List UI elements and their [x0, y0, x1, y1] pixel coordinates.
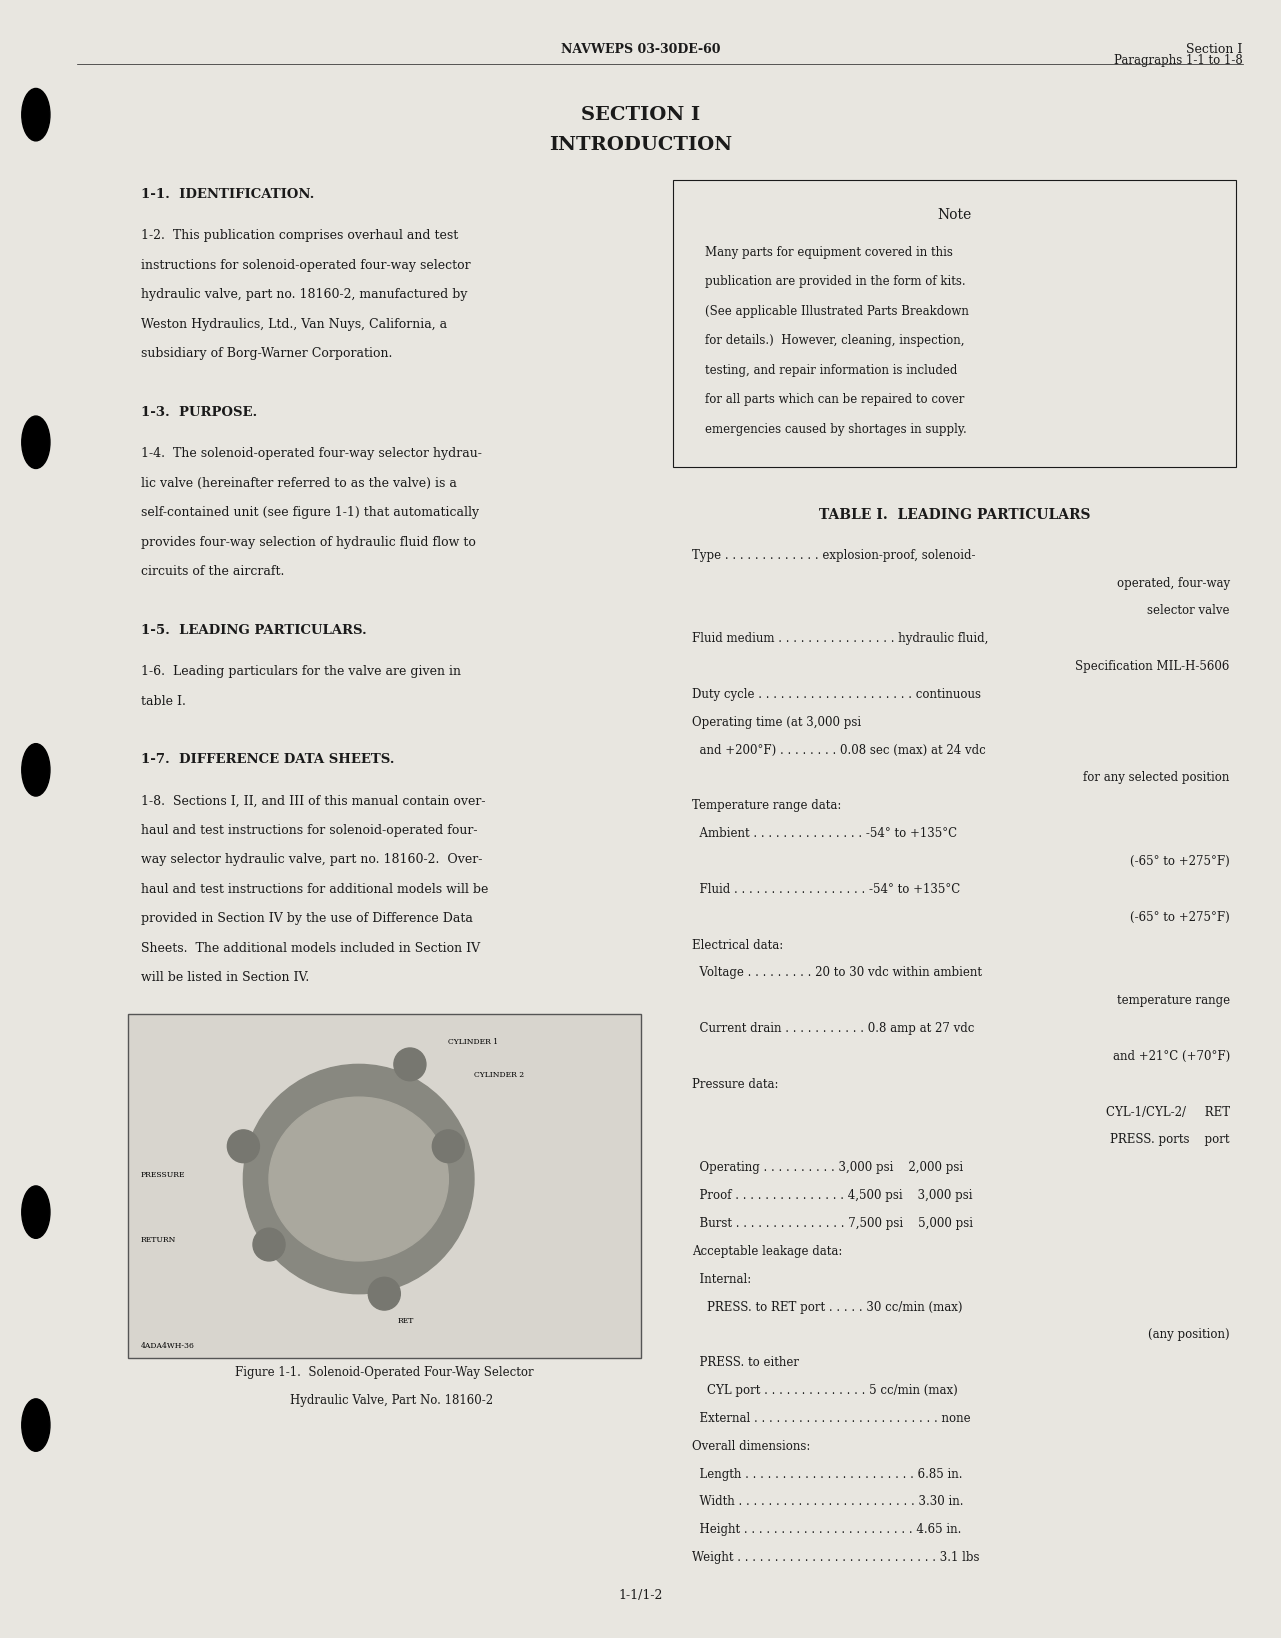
Ellipse shape — [22, 1399, 50, 1451]
Text: Weston Hydraulics, Ltd., Van Nuys, California, a: Weston Hydraulics, Ltd., Van Nuys, Calif… — [141, 318, 447, 331]
Text: CYL port . . . . . . . . . . . . . . 5 cc/min (max): CYL port . . . . . . . . . . . . . . 5 c… — [692, 1384, 957, 1397]
Text: Length . . . . . . . . . . . . . . . . . . . . . . . 6.85 in.: Length . . . . . . . . . . . . . . . . .… — [692, 1468, 962, 1481]
Text: Pressure data:: Pressure data: — [692, 1078, 779, 1091]
Text: 1-1/1-2: 1-1/1-2 — [619, 1589, 662, 1602]
FancyBboxPatch shape — [673, 180, 1236, 467]
Text: Operating . . . . . . . . . . 3,000 psi    2,000 psi: Operating . . . . . . . . . . 3,000 psi … — [692, 1161, 963, 1174]
Text: 1-4.  The solenoid-operated four-way selector hydrau-: 1-4. The solenoid-operated four-way sele… — [141, 447, 482, 460]
Text: table I.: table I. — [141, 695, 186, 708]
Text: Operating time (at 3,000 psi: Operating time (at 3,000 psi — [692, 716, 861, 729]
Text: Type . . . . . . . . . . . . . explosion-proof, solenoid-: Type . . . . . . . . . . . . . explosion… — [692, 549, 975, 562]
Text: Voltage . . . . . . . . . 20 to 30 vdc within ambient: Voltage . . . . . . . . . 20 to 30 vdc w… — [692, 966, 981, 980]
Text: (any position): (any position) — [1148, 1328, 1230, 1342]
Text: for details.)  However, cleaning, inspection,: for details.) However, cleaning, inspect… — [705, 334, 965, 347]
Text: haul and test instructions for solenoid-operated four-: haul and test instructions for solenoid-… — [141, 824, 478, 837]
Text: Paragraphs 1-1 to 1-8: Paragraphs 1-1 to 1-8 — [1113, 54, 1243, 67]
Text: Width . . . . . . . . . . . . . . . . . . . . . . . . 3.30 in.: Width . . . . . . . . . . . . . . . . . … — [692, 1495, 963, 1509]
Text: Weight . . . . . . . . . . . . . . . . . . . . . . . . . . . 3.1 lbs: Weight . . . . . . . . . . . . . . . . .… — [692, 1551, 979, 1564]
Text: Proof . . . . . . . . . . . . . . . 4,500 psi    3,000 psi: Proof . . . . . . . . . . . . . . . 4,50… — [692, 1189, 972, 1202]
FancyBboxPatch shape — [128, 1014, 640, 1358]
Ellipse shape — [22, 744, 50, 796]
Ellipse shape — [22, 88, 50, 141]
Text: will be listed in Section IV.: will be listed in Section IV. — [141, 971, 309, 984]
Text: 1-7.  DIFFERENCE DATA SHEETS.: 1-7. DIFFERENCE DATA SHEETS. — [141, 753, 395, 767]
Text: Note: Note — [938, 208, 971, 223]
Text: Internal:: Internal: — [692, 1273, 751, 1286]
Text: publication are provided in the form of kits.: publication are provided in the form of … — [705, 275, 965, 288]
Text: Ambient . . . . . . . . . . . . . . . -54° to +135°C: Ambient . . . . . . . . . . . . . . . -5… — [692, 827, 957, 840]
Text: (See applicable Illustrated Parts Breakdown: (See applicable Illustrated Parts Breakd… — [705, 305, 968, 318]
Text: lic valve (hereinafter referred to as the valve) is a: lic valve (hereinafter referred to as th… — [141, 477, 457, 490]
Text: testing, and repair information is included: testing, and repair information is inclu… — [705, 364, 957, 377]
Text: Fluid . . . . . . . . . . . . . . . . . . -54° to +135°C: Fluid . . . . . . . . . . . . . . . . . … — [692, 883, 959, 896]
Text: Burst . . . . . . . . . . . . . . . 7,500 psi    5,000 psi: Burst . . . . . . . . . . . . . . . 7,50… — [692, 1217, 972, 1230]
Ellipse shape — [243, 1065, 474, 1294]
Text: Fluid medium . . . . . . . . . . . . . . . . hydraulic fluid,: Fluid medium . . . . . . . . . . . . . .… — [692, 632, 988, 645]
Text: 1-5.  LEADING PARTICULARS.: 1-5. LEADING PARTICULARS. — [141, 624, 366, 637]
Text: and +200°F) . . . . . . . . 0.08 sec (max) at 24 vdc: and +200°F) . . . . . . . . 0.08 sec (ma… — [692, 744, 985, 757]
Ellipse shape — [22, 1186, 50, 1238]
Ellipse shape — [395, 1048, 425, 1081]
Ellipse shape — [369, 1278, 401, 1310]
Text: (-65° to +275°F): (-65° to +275°F) — [1130, 911, 1230, 924]
Text: Specification MIL-H-5606: Specification MIL-H-5606 — [1075, 660, 1230, 673]
Text: CYLINDER 1: CYLINDER 1 — [448, 1038, 498, 1047]
Text: for any selected position: for any selected position — [1084, 771, 1230, 785]
Text: Height . . . . . . . . . . . . . . . . . . . . . . . 4.65 in.: Height . . . . . . . . . . . . . . . . .… — [692, 1523, 961, 1536]
Text: Section I: Section I — [1186, 43, 1243, 56]
Text: PRESS. ports    port: PRESS. ports port — [1111, 1133, 1230, 1147]
Text: RET: RET — [397, 1317, 414, 1325]
Text: emergencies caused by shortages in supply.: emergencies caused by shortages in suppl… — [705, 423, 966, 436]
Ellipse shape — [433, 1130, 464, 1163]
Text: Hydraulic Valve, Part No. 18160-2: Hydraulic Valve, Part No. 18160-2 — [275, 1394, 493, 1407]
Text: operated, four-way: operated, four-way — [1117, 577, 1230, 590]
Text: INTRODUCTION: INTRODUCTION — [550, 136, 731, 154]
Text: provides four-way selection of hydraulic fluid flow to: provides four-way selection of hydraulic… — [141, 536, 475, 549]
Text: CYL-1/CYL-2/     RET: CYL-1/CYL-2/ RET — [1106, 1106, 1230, 1119]
Text: self-contained unit (see figure 1-1) that automatically: self-contained unit (see figure 1-1) tha… — [141, 506, 479, 519]
Text: TABLE I.  LEADING PARTICULARS: TABLE I. LEADING PARTICULARS — [819, 508, 1090, 523]
Ellipse shape — [269, 1097, 448, 1261]
Text: PRESS. to either: PRESS. to either — [692, 1356, 799, 1369]
Text: provided in Section IV by the use of Difference Data: provided in Section IV by the use of Dif… — [141, 912, 473, 925]
Text: circuits of the aircraft.: circuits of the aircraft. — [141, 565, 284, 578]
Text: PRESS. to RET port . . . . . 30 cc/min (max): PRESS. to RET port . . . . . 30 cc/min (… — [692, 1301, 962, 1314]
Text: selector valve: selector valve — [1148, 604, 1230, 618]
Text: Electrical data:: Electrical data: — [692, 939, 783, 952]
Text: way selector hydraulic valve, part no. 18160-2.  Over-: way selector hydraulic valve, part no. 1… — [141, 853, 482, 867]
Text: Sheets.  The additional models included in Section IV: Sheets. The additional models included i… — [141, 942, 480, 955]
Text: 1-1.  IDENTIFICATION.: 1-1. IDENTIFICATION. — [141, 188, 314, 201]
Text: Temperature range data:: Temperature range data: — [692, 799, 842, 812]
Text: 1-8.  Sections I, II, and III of this manual contain over-: 1-8. Sections I, II, and III of this man… — [141, 794, 485, 808]
Ellipse shape — [22, 416, 50, 468]
Text: instructions for solenoid-operated four-way selector: instructions for solenoid-operated four-… — [141, 259, 470, 272]
Text: haul and test instructions for additional models will be: haul and test instructions for additiona… — [141, 883, 488, 896]
Text: PRESSURE: PRESSURE — [141, 1171, 186, 1179]
Ellipse shape — [228, 1130, 259, 1163]
Text: 1-2.  This publication comprises overhaul and test: 1-2. This publication comprises overhaul… — [141, 229, 459, 242]
Text: SECTION I: SECTION I — [582, 106, 699, 124]
Text: Current drain . . . . . . . . . . . 0.8 amp at 27 vdc: Current drain . . . . . . . . . . . 0.8 … — [692, 1022, 974, 1035]
Text: Duty cycle . . . . . . . . . . . . . . . . . . . . . continuous: Duty cycle . . . . . . . . . . . . . . .… — [692, 688, 981, 701]
Text: (-65° to +275°F): (-65° to +275°F) — [1130, 855, 1230, 868]
Text: temperature range: temperature range — [1117, 994, 1230, 1007]
Text: NAVWEPS 03-30DE-60: NAVWEPS 03-30DE-60 — [561, 43, 720, 56]
Text: 4ADA4WH-36: 4ADA4WH-36 — [141, 1342, 195, 1350]
Text: 1-3.  PURPOSE.: 1-3. PURPOSE. — [141, 406, 257, 419]
Text: External . . . . . . . . . . . . . . . . . . . . . . . . . none: External . . . . . . . . . . . . . . . .… — [692, 1412, 971, 1425]
Text: Many parts for equipment covered in this: Many parts for equipment covered in this — [705, 246, 953, 259]
Text: and +21°C (+70°F): and +21°C (+70°F) — [1112, 1050, 1230, 1063]
Text: Figure 1-1.  Solenoid-Operated Four-Way Selector: Figure 1-1. Solenoid-Operated Four-Way S… — [234, 1366, 534, 1379]
Text: RETURN: RETURN — [141, 1237, 177, 1245]
Text: subsidiary of Borg-Warner Corporation.: subsidiary of Borg-Warner Corporation. — [141, 347, 392, 360]
Text: 1-6.  Leading particulars for the valve are given in: 1-6. Leading particulars for the valve a… — [141, 665, 461, 678]
Text: for all parts which can be repaired to cover: for all parts which can be repaired to c… — [705, 393, 963, 406]
Text: CYLINDER 2: CYLINDER 2 — [474, 1071, 524, 1079]
Ellipse shape — [254, 1228, 286, 1261]
Text: hydraulic valve, part no. 18160-2, manufactured by: hydraulic valve, part no. 18160-2, manuf… — [141, 288, 468, 301]
Text: Overall dimensions:: Overall dimensions: — [692, 1440, 810, 1453]
Text: Acceptable leakage data:: Acceptable leakage data: — [692, 1245, 842, 1258]
